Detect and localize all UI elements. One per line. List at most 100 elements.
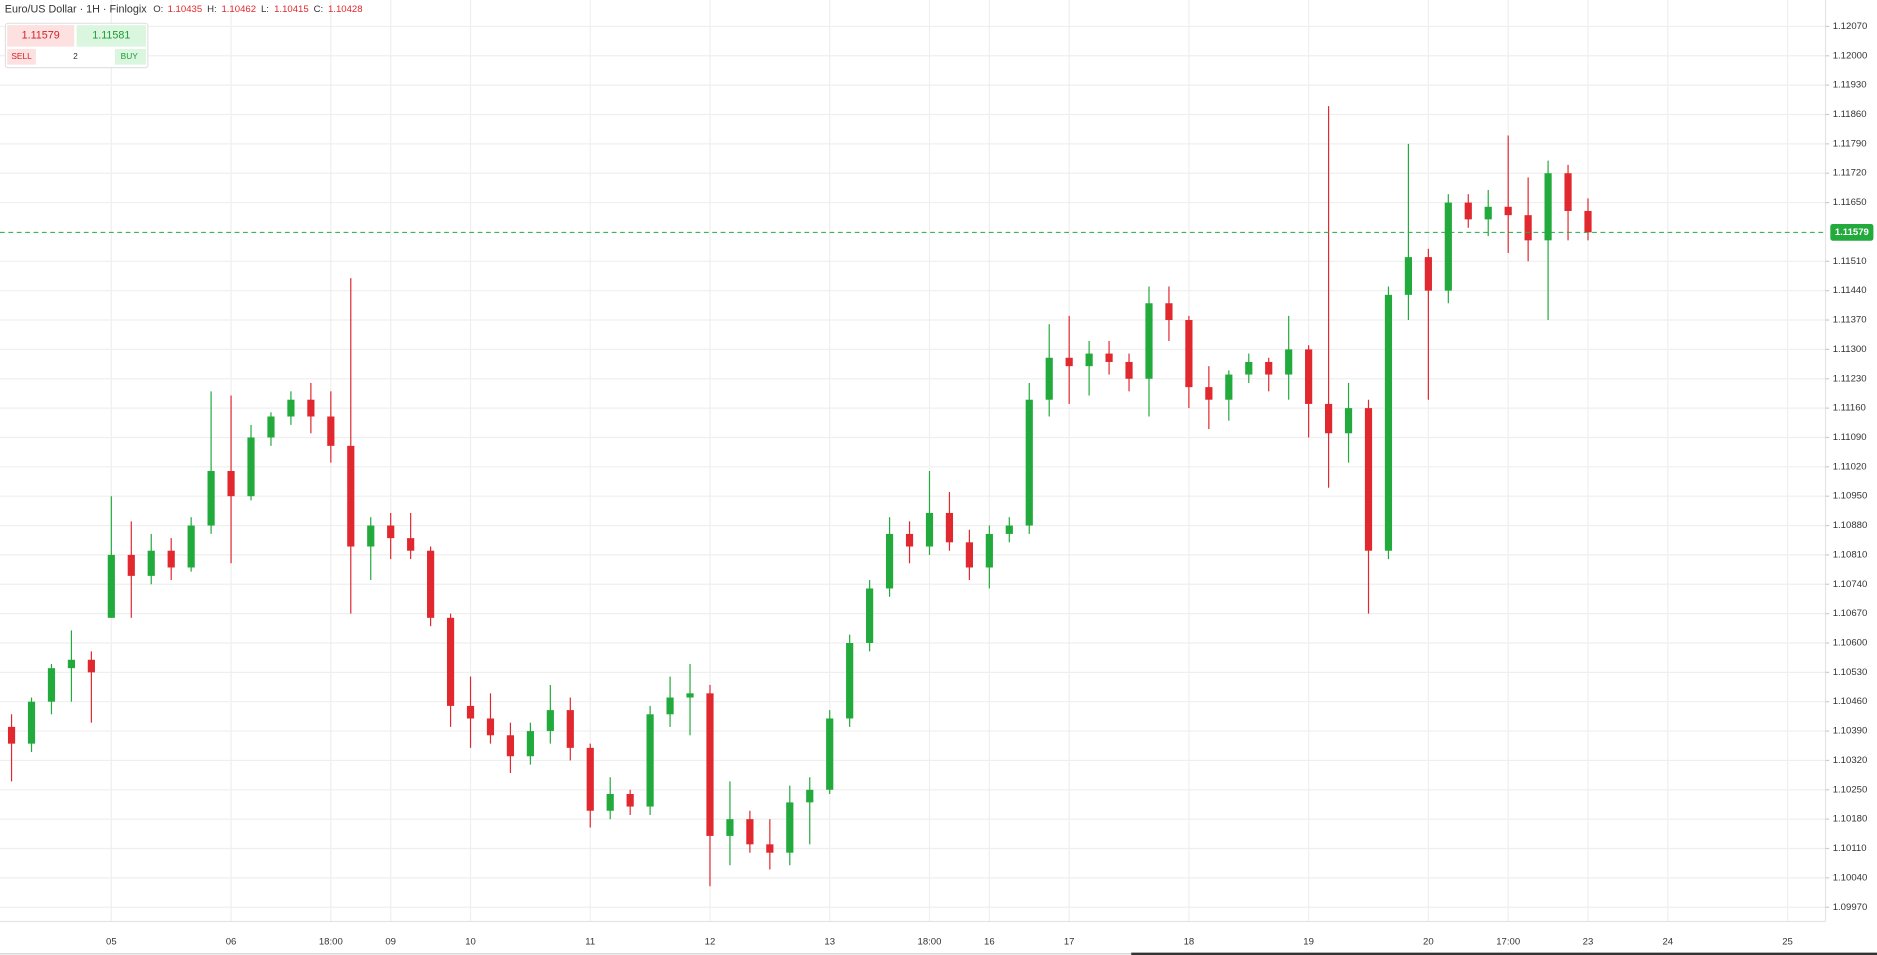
candle-body [1524,215,1532,241]
y-tick-label: 1.10670 [1833,608,1868,619]
candle-body [1344,408,1353,434]
y-tick-label: 1.10110 [1833,843,1867,854]
y-tick-label: 1.10880 [1833,520,1868,531]
sell-box[interactable] [7,25,75,47]
bid-price[interactable]: 1.11579 [22,30,60,42]
candle-body [1185,320,1193,388]
y-tick-label: 1.11790 [1833,138,1867,149]
last-price-tag [1830,223,1874,241]
y-tick-label: 1.10320 [1833,755,1868,766]
candle-body [686,693,694,698]
x-tick-label: 18:00 [918,936,942,947]
candle-body [566,710,574,748]
candle-body [786,802,794,853]
x-tick-label: 11 [585,936,595,947]
candle-body [965,542,973,568]
x-tick-label: 24 [1663,936,1674,947]
sell-label[interactable]: SELL [11,51,32,61]
ohlc-label: H: [207,4,217,15]
candle-body [1045,357,1053,400]
candle-body [486,718,495,736]
candle-body [7,726,16,744]
ohlc-value: 1.10435 [168,4,203,15]
last-price-label: 1.11579 [1835,227,1869,238]
candle-body [526,731,534,757]
y-tick-label: 1.10180 [1833,814,1868,825]
candle-body [606,793,614,811]
candle-body [67,659,76,669]
candle-body [327,416,335,446]
candle-body [247,437,255,497]
y-tick-label: 1.11090 [1833,432,1867,443]
y-tick-label: 1.11930 [1833,80,1867,91]
buy-box[interactable] [76,25,147,47]
candle-body [1105,353,1113,362]
candle-body [1085,353,1093,367]
candle-body [427,550,435,618]
symbol-title: Euro/US Dollar · 1H · Finlogix [5,3,147,15]
candle-body [207,471,215,526]
candle-body [1065,357,1073,367]
candle-body [107,554,115,618]
y-tick-label: 1.10740 [1833,579,1868,590]
candle-body [466,705,475,719]
ohlc-label: C: [314,4,324,15]
x-tick-label: 20 [1423,936,1434,947]
sell-button[interactable] [7,49,36,65]
candle-body [347,445,355,547]
candle-body [167,550,175,568]
candle-body [746,819,754,845]
candle-body [726,819,734,836]
candle-body [985,533,993,568]
x-tick-label: 12 [705,936,716,947]
candle-body [1285,349,1293,375]
candle-body [27,701,36,744]
x-tick-label: 25 [1782,936,1793,947]
candle-body [287,399,295,417]
candle-body [407,538,415,551]
candle-body [626,793,634,807]
candle-body [846,642,854,719]
candle-body [666,697,674,715]
y-tick-label: 1.11440 [1833,285,1867,296]
y-tick-label: 1.10040 [1833,872,1868,883]
ohlc-value: 1.10462 [221,4,256,15]
x-tick-label: 06 [226,936,237,947]
candle-body [806,789,814,803]
candle-body [766,844,774,853]
candle-body [706,693,714,836]
ask-price[interactable]: 1.11581 [92,30,130,42]
candles [7,106,1592,887]
candle-body [826,718,834,790]
ohlc-legend: Euro/US Dollar · 1H · Finlogix O: 1.1043… [5,3,363,15]
candle-body [87,659,95,673]
candle-body [1364,408,1373,551]
candle-body [506,735,515,757]
y-tick-label: 1.10250 [1833,784,1868,795]
x-tick-label: 10 [465,936,476,947]
candle-body [1165,303,1173,321]
candle-body [586,747,594,811]
candle-body [925,512,934,547]
ohlc-value: 1.10428 [328,4,363,15]
candle-body [1384,294,1393,551]
y-tick-label: 1.10810 [1833,549,1868,560]
candle-body [1504,206,1512,216]
y-tick-label: 1.11230 [1833,373,1867,384]
candle-body [1484,206,1492,220]
x-tick-label: 13 [824,936,835,947]
candle-body [1404,257,1412,295]
y-tick-label: 1.11300 [1833,344,1867,355]
y-tick-label: 1.11160 [1833,403,1866,414]
candle-body [47,668,56,702]
candle-body [1444,202,1452,291]
candle-body [646,714,654,807]
candle-body [1225,374,1233,400]
buy-label[interactable]: BUY [121,51,139,61]
candle-body [905,533,914,547]
candle-body [227,471,235,497]
candle-body [307,399,315,417]
buy-button[interactable] [114,49,147,65]
quantity[interactable]: 2 [73,51,78,61]
